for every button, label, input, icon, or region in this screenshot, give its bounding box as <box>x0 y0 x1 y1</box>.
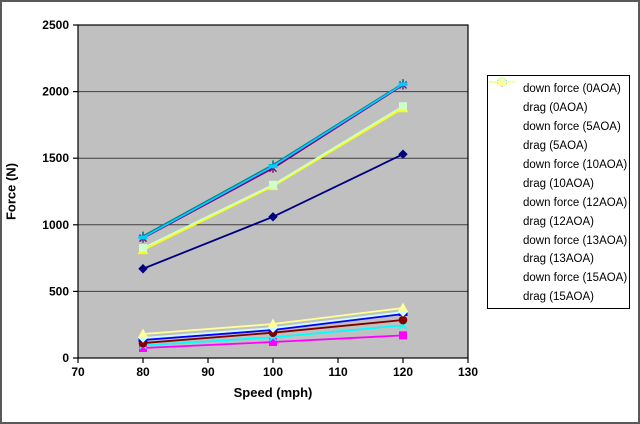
legend-label: down force (0AOA) <box>523 83 621 96</box>
legend-label: down force (12AOA) <box>523 196 628 209</box>
legend: down force (0AOA) drag (0AOA) down force (… <box>487 75 630 309</box>
marker-triangle-icon <box>137 328 149 339</box>
marker-square-icon <box>399 102 407 111</box>
x-tick-label: 90 <box>201 365 215 379</box>
legend-triangle-icon <box>489 76 521 303</box>
marker-dash-icon <box>398 82 408 87</box>
legend-label: drag (10AOA) <box>523 177 594 190</box>
legend-square-icon <box>489 78 521 284</box>
legend-item: down force (5AOA) <box>489 76 627 137</box>
series-drag-15aoa- <box>137 302 409 339</box>
x-axis-title: Speed (mph) <box>233 385 313 400</box>
legend-plus-icon <box>489 77 521 209</box>
x-tick-label: 130 <box>458 365 478 379</box>
legend-item: drag (5AOA) <box>489 77 627 156</box>
legend-asterisk-icon <box>489 77 521 171</box>
y-tick-label: 2000 <box>42 85 69 99</box>
legend-dash-icon <box>489 80 521 247</box>
legend-triangle-icon <box>489 76 521 133</box>
y-tick-label: 0 <box>62 351 69 365</box>
x-tick-label: 120 <box>393 365 413 379</box>
marker-diamond-icon <box>398 149 408 159</box>
legend-label: drag (12AOA) <box>523 215 594 228</box>
plot-background <box>78 25 468 358</box>
legend-square-icon <box>489 78 521 114</box>
marker-square-icon <box>269 338 277 347</box>
marker-diamond-icon <box>268 212 278 222</box>
series-down-force-0aoa- <box>138 149 408 274</box>
legend-item: down force (15AOA) <box>489 78 628 288</box>
legend-circle-icon <box>489 77 521 190</box>
marker-square-icon <box>269 180 277 189</box>
legend-label: down force (5AOA) <box>523 121 621 134</box>
legend-label: drag (13AOA) <box>523 253 594 266</box>
series-down-force-15aoa- <box>139 102 407 253</box>
legend-dash-icon <box>489 80 521 228</box>
legend-item: drag (0AOA) <box>489 78 627 118</box>
legend-label: drag (0AOA) <box>523 102 588 115</box>
x-tick-label: 70 <box>71 365 85 379</box>
legend-item: down force (12AOA) <box>489 77 628 212</box>
series-down-force-13aoa- <box>138 82 408 240</box>
legend-item: drag (13AOA) <box>489 77 627 269</box>
marker-triangle-icon <box>496 76 508 86</box>
marker-dash-icon <box>268 164 278 169</box>
legend-item: drag (10AOA) <box>489 77 627 193</box>
legend-item: down force (13AOA) <box>489 80 628 250</box>
x-tick-label: 80 <box>136 365 150 379</box>
legend-label: down force (15AOA) <box>523 272 628 285</box>
y-tick-label: 1000 <box>42 218 69 232</box>
legend-diamond-icon <box>489 77 521 265</box>
axes: 0 500 1000 1500 2000 2500 70 80 90 100 110 120 130 <box>42 18 478 379</box>
y-tick-label: 500 <box>49 284 69 298</box>
marker-circle-icon <box>398 315 408 325</box>
legend-item: drag (12AOA) <box>489 80 627 231</box>
y-axis-title: Force (N) <box>3 162 19 221</box>
legend-item: down force (10AOA) <box>489 77 628 175</box>
legend-item: drag (15AOA) <box>489 76 627 307</box>
legend-label: drag (5AOA) <box>523 140 588 153</box>
marker-triangle-icon <box>397 302 409 313</box>
marker-dash-icon <box>138 235 148 240</box>
marker-square-icon <box>399 331 407 340</box>
x-tick-label: 100 <box>263 365 283 379</box>
x-tick-label: 110 <box>328 365 348 379</box>
y-tick-label: 1500 <box>42 151 69 165</box>
marker-diamond-icon <box>138 264 148 274</box>
legend-label: down force (10AOA) <box>523 159 628 171</box>
y-tick-label: 2500 <box>42 18 69 32</box>
legend-x-icon <box>489 77 521 152</box>
legend-label: drag (15AOA) <box>523 291 594 304</box>
legend-label: down force (13AOA) <box>523 234 628 247</box>
marker-triangle-icon <box>267 318 279 329</box>
marker-square-icon <box>139 244 147 253</box>
